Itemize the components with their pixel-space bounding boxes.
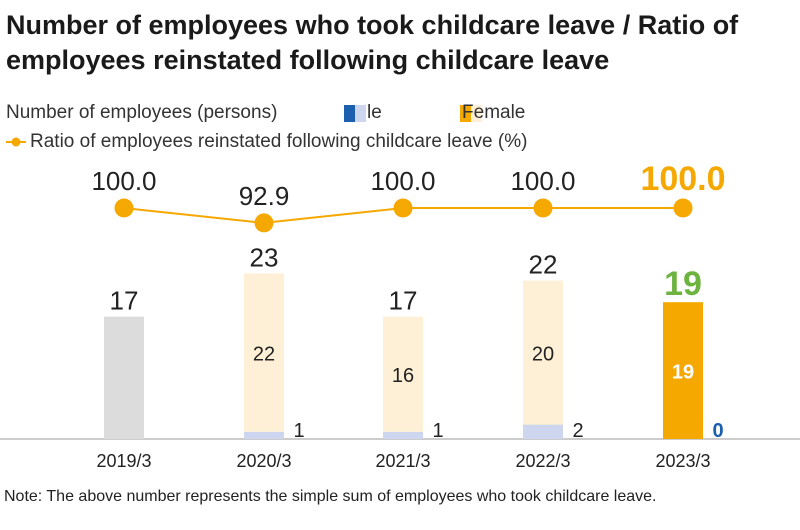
data-label-total-2019/3: 17 bbox=[110, 286, 139, 316]
bar-male-2022/3 bbox=[523, 424, 563, 439]
ratio-label-2021/3: 100.0 bbox=[370, 166, 435, 196]
ratio-point-2019/3 bbox=[114, 198, 134, 218]
legend-swatch-male-dark bbox=[344, 105, 355, 122]
x-tick-label-2019/3: 2019/3 bbox=[96, 451, 151, 471]
data-label-total-2022/3: 22 bbox=[529, 250, 558, 280]
x-tick-label-2023/3: 2023/3 bbox=[655, 451, 710, 471]
x-tick-label-2021/3: 2021/3 bbox=[375, 451, 430, 471]
data-label-female-2022/3: 20 bbox=[532, 344, 554, 366]
chart-title: Number of employees who took childcare l… bbox=[6, 10, 739, 75]
data-label-female-2021/3: 16 bbox=[392, 365, 414, 387]
x-tick-label-2022/3: 2022/3 bbox=[515, 451, 570, 471]
bar-male-2020/3 bbox=[244, 431, 284, 439]
legend-swatch-female-light bbox=[471, 105, 482, 122]
x-tick-label-2020/3: 2020/3 bbox=[236, 451, 291, 471]
data-label-total-2023/3: 19 bbox=[664, 265, 702, 303]
bar-female-2021/3 bbox=[383, 316, 423, 432]
bar-male-2021/3 bbox=[383, 431, 423, 439]
bar-female-2023/3 bbox=[663, 302, 703, 439]
bar-female-2022/3 bbox=[523, 280, 563, 425]
ratio-label-2019/3: 100.0 bbox=[91, 166, 156, 196]
ratio-point-2023/3 bbox=[673, 198, 693, 218]
legend-ratio-marker bbox=[6, 137, 26, 147]
ratio-point-2021/3 bbox=[393, 198, 413, 218]
legend-label-female-part1: Fe bbox=[462, 102, 485, 123]
ratio-label-2023/3: 100.0 bbox=[640, 160, 725, 198]
legend-label-female-part2: male bbox=[484, 102, 526, 123]
data-label-male-2023/3: 0 bbox=[712, 420, 723, 442]
ratio-label-2022/3: 100.0 bbox=[510, 166, 575, 196]
ratio-point-2022/3 bbox=[533, 198, 553, 218]
chart-note: Note: The above number represents the si… bbox=[4, 488, 657, 505]
legend-swatch-female-dark bbox=[460, 105, 471, 122]
bar-total-2019/3 bbox=[104, 316, 144, 439]
data-label-male-2022/3: 2 bbox=[572, 420, 583, 442]
data-label-female-2020/3: 22 bbox=[253, 344, 275, 366]
legend-label-ratio: Ratio of employees reinstated following … bbox=[30, 131, 528, 152]
data-label-total-2021/3: 17 bbox=[389, 286, 418, 316]
ratio-label-2020/3: 92.9 bbox=[239, 181, 290, 211]
bar-female-2020/3 bbox=[244, 273, 284, 432]
chart-plot: 172019/3221232020/3161172021/3202222022/… bbox=[0, 160, 800, 471]
legend-swatch-male-light bbox=[355, 105, 366, 122]
y-axis-label: Number of employees (persons) bbox=[6, 102, 278, 123]
data-label-total-2020/3: 23 bbox=[250, 242, 279, 272]
data-label-male-2021/3: 1 bbox=[432, 420, 443, 442]
data-label-male-2020/3: 1 bbox=[293, 420, 304, 442]
legend-label-male-part2: le bbox=[367, 102, 382, 123]
ratio-point-2020/3 bbox=[254, 213, 274, 233]
data-label-female-2023/3: 19 bbox=[672, 362, 694, 384]
